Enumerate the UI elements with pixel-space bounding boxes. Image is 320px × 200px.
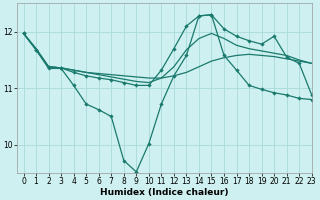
X-axis label: Humidex (Indice chaleur): Humidex (Indice chaleur) xyxy=(100,188,229,197)
